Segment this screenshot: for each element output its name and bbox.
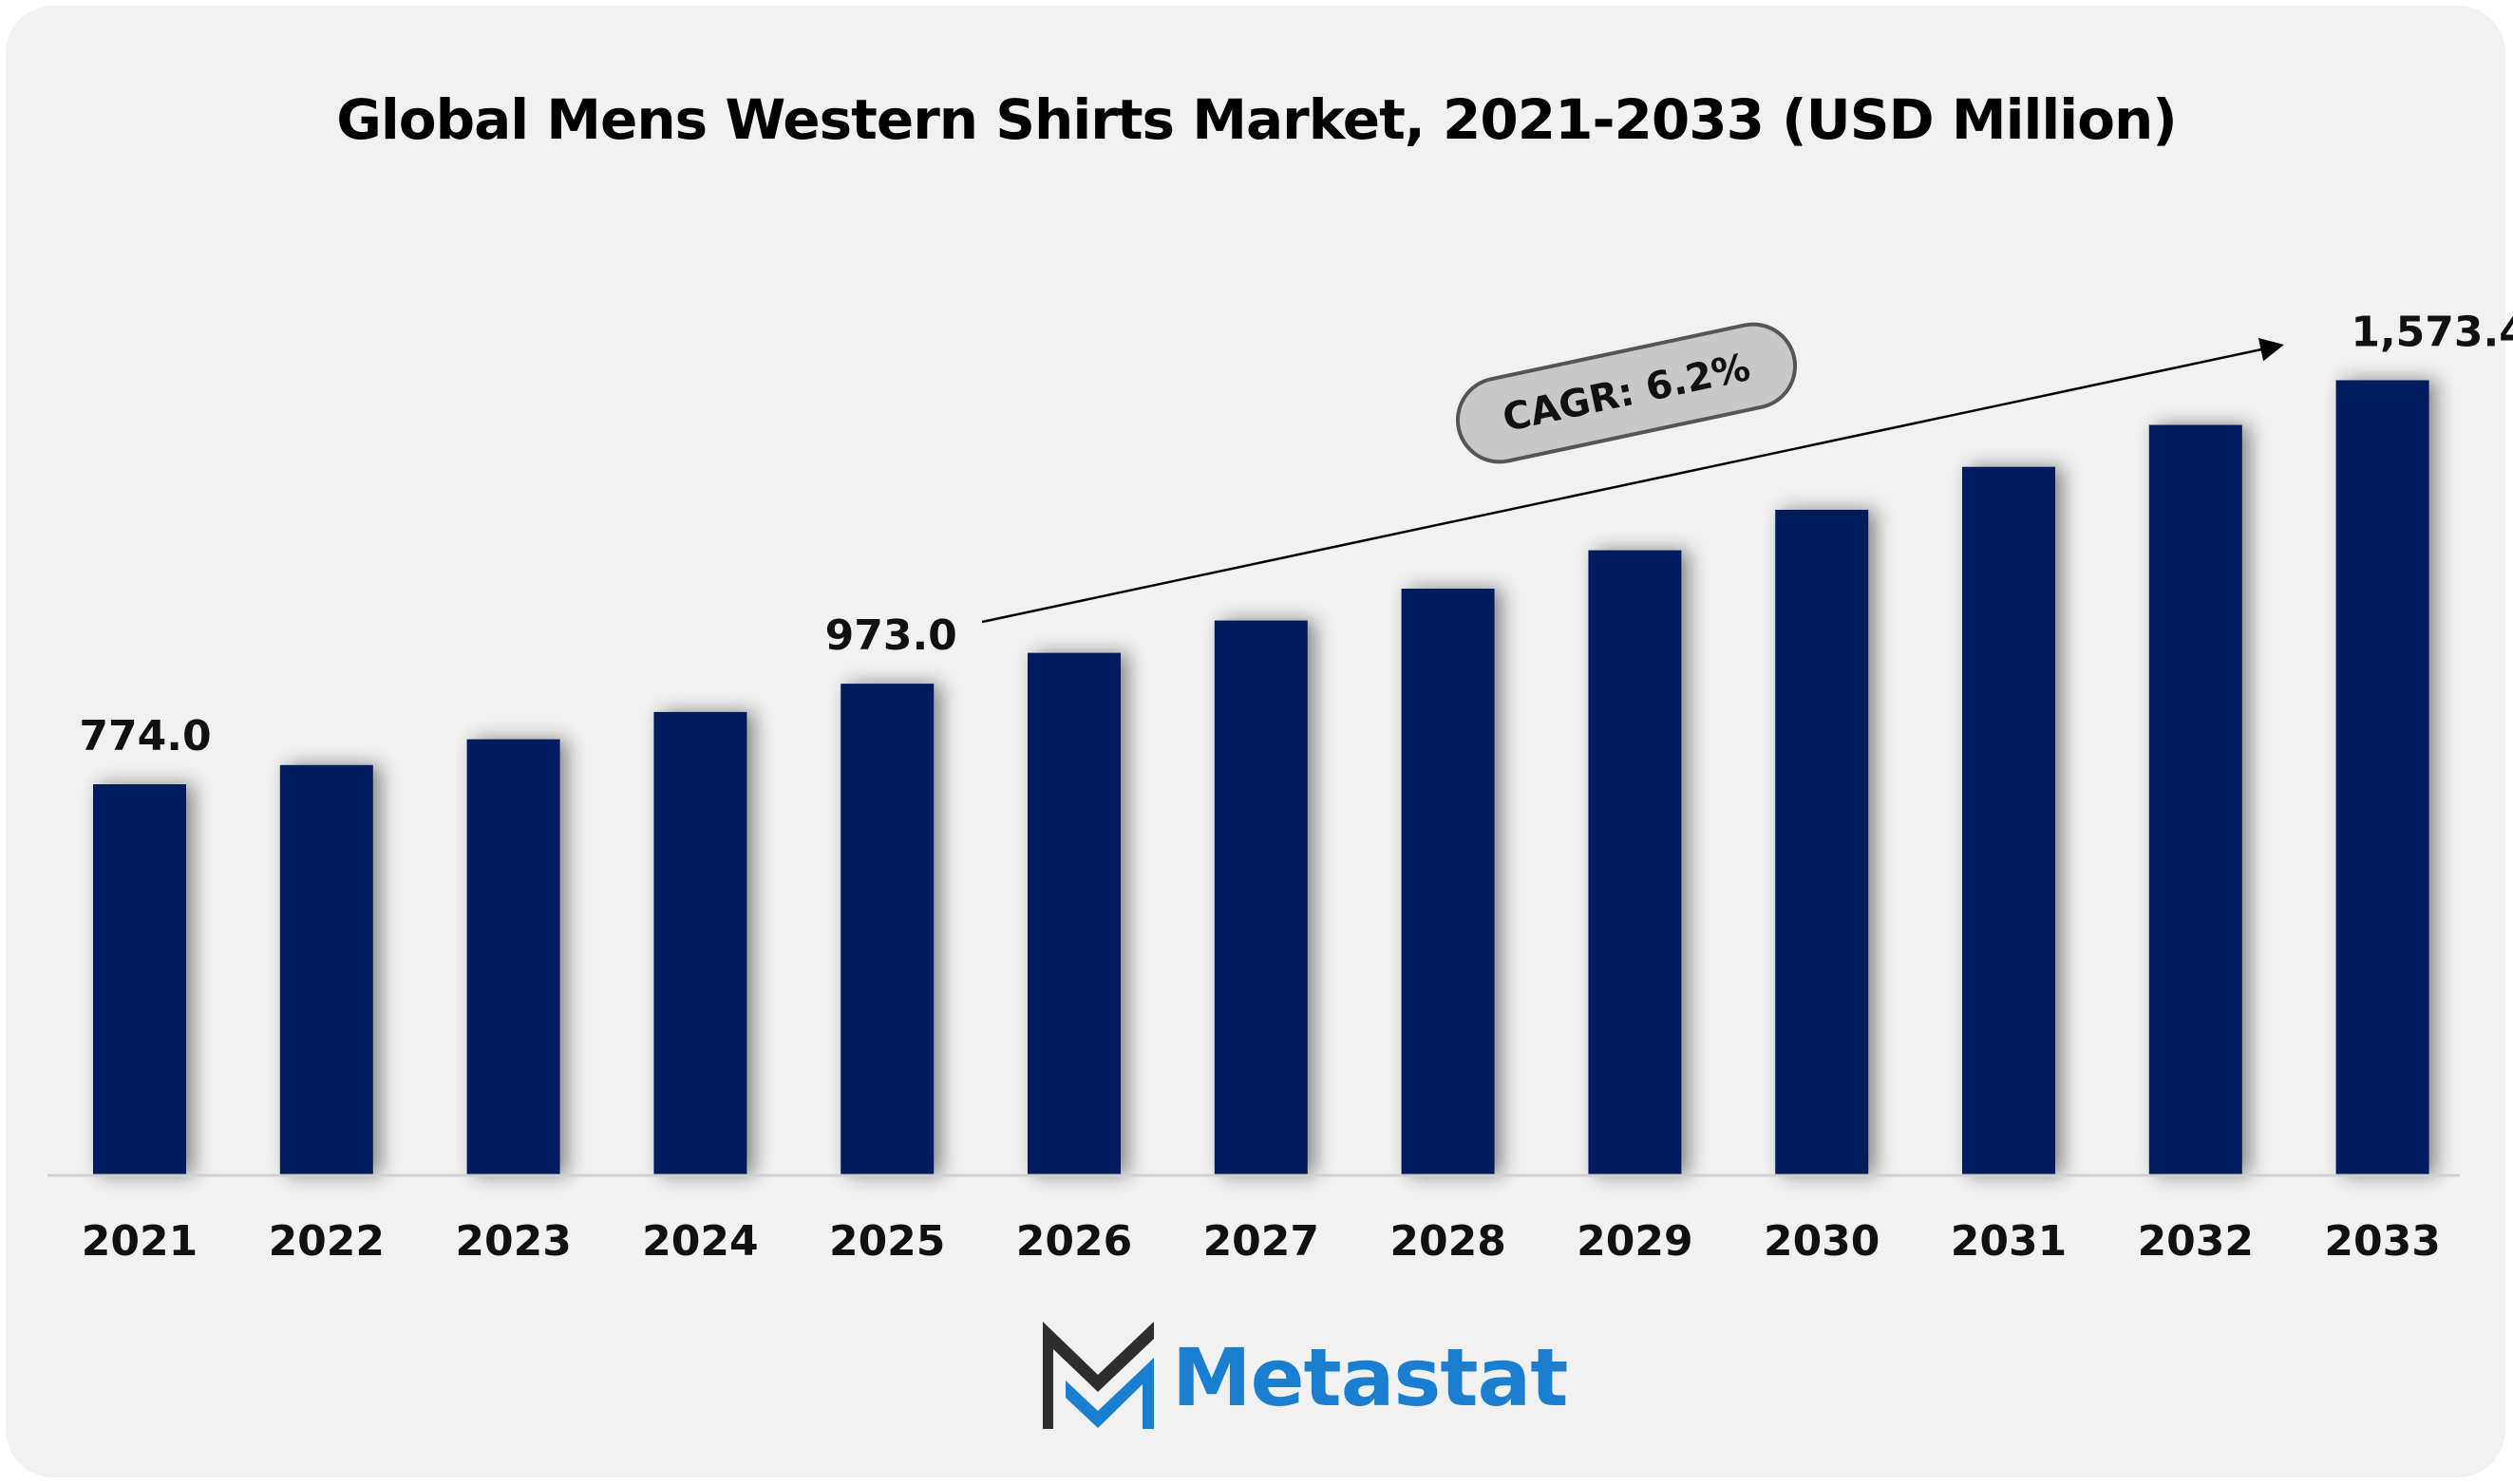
metastat-logo: Metastat xyxy=(1043,1322,1568,1434)
metastat-m-icon xyxy=(1043,1322,1154,1429)
bar-2026 xyxy=(1028,652,1121,1175)
x-tick-label: 2029 xyxy=(1577,1217,1692,1266)
x-tick-label: 2025 xyxy=(829,1217,945,1266)
bar-2023 xyxy=(466,739,560,1175)
data-label: 774.0 xyxy=(79,712,211,761)
x-tick-label: 2027 xyxy=(1203,1217,1319,1266)
bar-2032 xyxy=(2148,424,2242,1175)
x-tick-label: 2022 xyxy=(269,1217,385,1266)
chart-title: Global Mens Western Shirts Market, 2021-… xyxy=(336,87,2178,152)
bar-2021 xyxy=(93,784,186,1175)
x-tick-label: 2033 xyxy=(2324,1217,2440,1266)
bar-2022 xyxy=(279,764,373,1175)
cagr-arrow xyxy=(981,337,2284,624)
data-label: 973.0 xyxy=(825,611,957,660)
bar-2030 xyxy=(1775,509,1869,1175)
x-tick-label: 2032 xyxy=(2138,1217,2254,1266)
bar-2031 xyxy=(1962,466,2055,1175)
data-label: 1,573.4 xyxy=(2351,308,2513,356)
bar-2033 xyxy=(2335,380,2429,1175)
bar-2028 xyxy=(1401,589,1495,1175)
x-tick-label: 2024 xyxy=(642,1217,758,1266)
metastat-logo-text: Metastat xyxy=(1172,1331,1568,1424)
x-tick-label: 2023 xyxy=(455,1217,571,1266)
bar-2024 xyxy=(653,711,747,1175)
x-tick-label: 2031 xyxy=(1951,1217,2067,1266)
x-tick-label: 2021 xyxy=(82,1217,198,1266)
bar-2025 xyxy=(841,684,935,1175)
x-tick-label: 2030 xyxy=(1764,1217,1880,1266)
bar-2027 xyxy=(1214,620,1308,1175)
x-tick-label: 2028 xyxy=(1389,1217,1505,1266)
bar-2029 xyxy=(1588,550,1682,1175)
x-tick-label: 2026 xyxy=(1016,1217,1132,1266)
